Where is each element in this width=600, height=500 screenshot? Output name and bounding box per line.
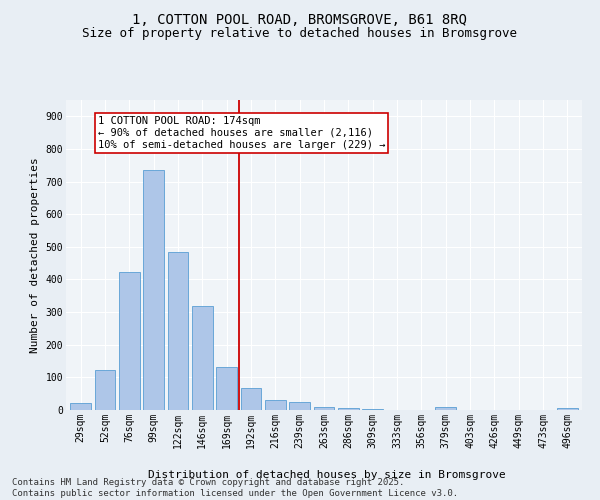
Text: Contains HM Land Registry data © Crown copyright and database right 2025.
Contai: Contains HM Land Registry data © Crown c… — [12, 478, 458, 498]
Bar — [289, 402, 310, 410]
Bar — [436, 408, 456, 410]
Bar — [167, 252, 188, 410]
Bar — [216, 366, 237, 410]
Bar — [314, 406, 334, 410]
Text: 1, COTTON POOL ROAD, BROMSGROVE, B61 8RQ: 1, COTTON POOL ROAD, BROMSGROVE, B61 8RQ — [133, 12, 467, 26]
Text: Distribution of detached houses by size in Bromsgrove: Distribution of detached houses by size … — [148, 470, 506, 480]
Text: 1 COTTON POOL ROAD: 174sqm
← 90% of detached houses are smaller (2,116)
10% of s: 1 COTTON POOL ROAD: 174sqm ← 90% of deta… — [98, 116, 385, 150]
Y-axis label: Number of detached properties: Number of detached properties — [30, 157, 40, 353]
Bar — [192, 306, 212, 410]
Bar — [557, 408, 578, 410]
Bar — [119, 272, 140, 410]
Bar — [70, 404, 91, 410]
Bar — [95, 370, 115, 410]
Bar — [143, 170, 164, 410]
Bar — [338, 408, 359, 410]
Bar — [265, 400, 286, 410]
Bar — [241, 388, 262, 410]
Text: Size of property relative to detached houses in Bromsgrove: Size of property relative to detached ho… — [83, 28, 517, 40]
